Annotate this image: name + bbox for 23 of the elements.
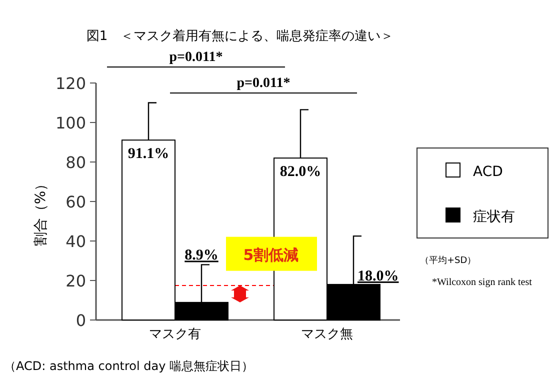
data-label: 18.0% xyxy=(358,268,399,284)
x-tick-label: マスク無 xyxy=(301,327,353,342)
x-tick-label: マスク有 xyxy=(149,327,201,342)
y-tick-label: 100 xyxy=(55,114,86,132)
legend-label: ACD xyxy=(473,164,503,180)
text: *Wilcoxon sign rank test xyxy=(432,277,532,288)
data-label: 82.0% xyxy=(280,164,322,180)
y-tick-label: 20 xyxy=(66,272,86,290)
text: p=0.011* xyxy=(169,50,223,65)
y-tick-label: 60 xyxy=(66,192,86,212)
y-axis-title: 割合（%） xyxy=(33,176,49,246)
legend-label: 症状有 xyxy=(473,209,515,225)
y-tick-label: 40 xyxy=(66,232,86,251)
y-tick-label: 80 xyxy=(66,153,86,172)
y-tick-label: 120 xyxy=(55,74,86,93)
text: （平均+SD） xyxy=(420,255,476,266)
text: （ACD: asthma control day 喘息無症状日） xyxy=(4,359,254,373)
annotation: p=0.011* xyxy=(236,76,290,91)
chart-title: 図1 ＜マスク着用有無による、喘息発症率の違い＞ xyxy=(86,28,394,44)
data-label: 91.1% xyxy=(128,146,170,162)
data-label: 8.9% xyxy=(184,248,218,264)
annotation: 5割低減 xyxy=(243,246,299,264)
y-tick-label: 0 xyxy=(76,311,86,330)
